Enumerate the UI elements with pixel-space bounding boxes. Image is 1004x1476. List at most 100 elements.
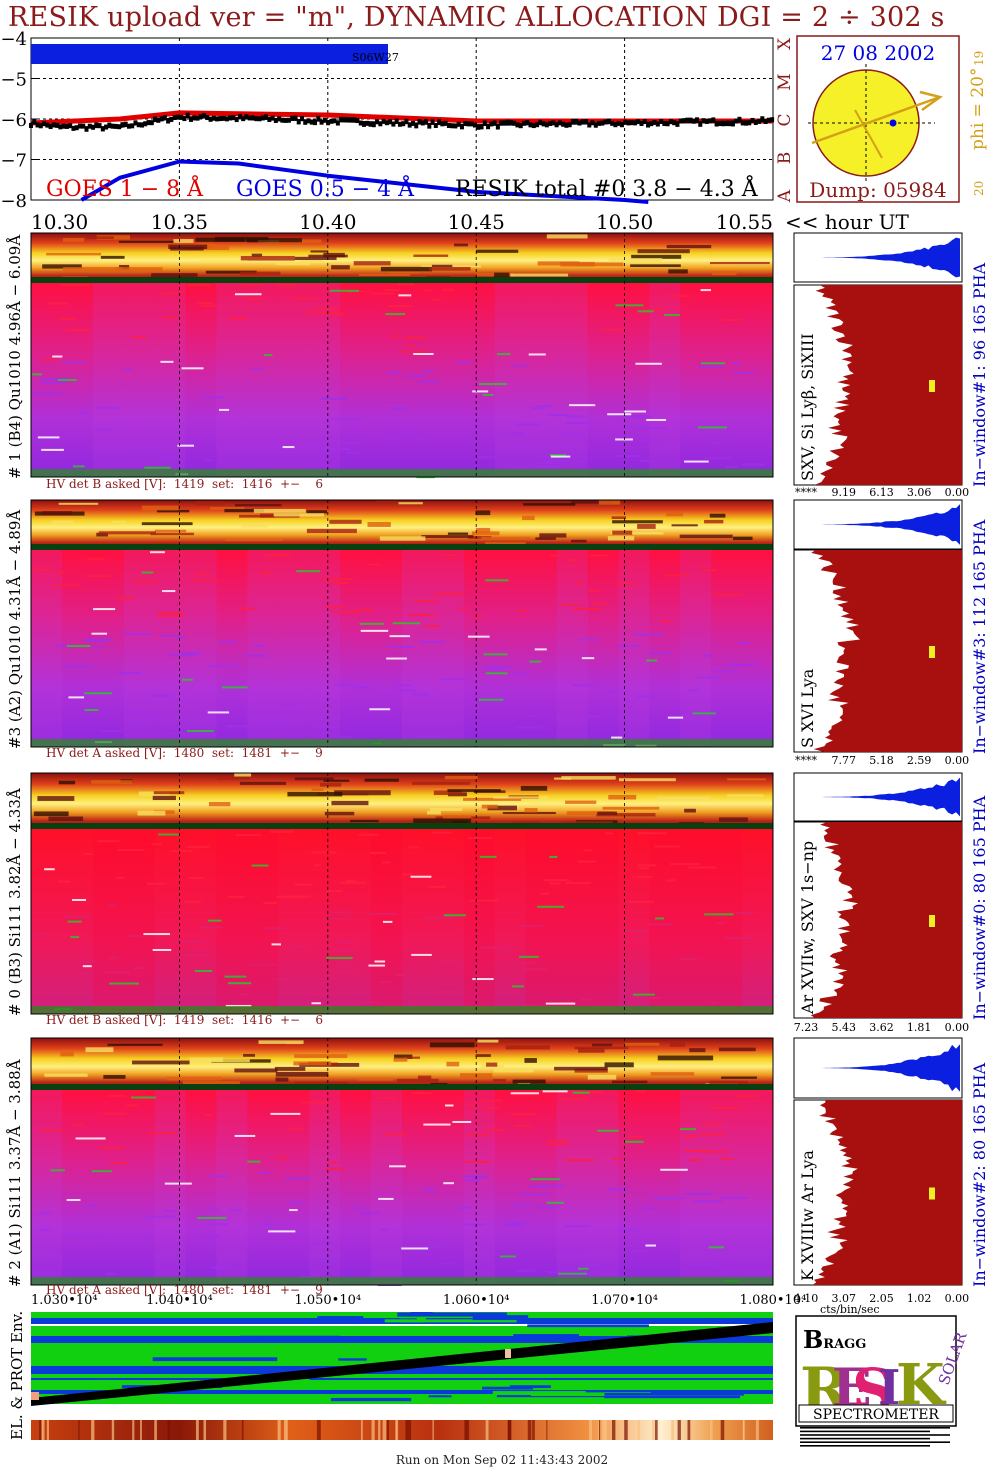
band-pixel: [376, 500, 423, 503]
resik-point: [368, 121, 373, 127]
band-pixel: [535, 537, 556, 540]
band-pixel: [539, 533, 567, 538]
heatmap-pixel: [161, 590, 176, 593]
heatmap-pixel: [383, 1133, 407, 1136]
heatmap-column: [432, 550, 464, 747]
env-pixel: [472, 1315, 529, 1321]
resik-point: [362, 121, 367, 127]
band-pixel: [727, 778, 766, 781]
band-pixel: [294, 1054, 348, 1058]
resik-point: [486, 124, 491, 130]
heatmap-pixel: [697, 426, 727, 429]
band-pixel: [631, 254, 682, 259]
temperature-strip: [31, 1420, 773, 1440]
heatmap-pixel: [664, 574, 689, 577]
band-pixel: [666, 244, 712, 249]
heatmap-pixel: [724, 937, 753, 940]
heatmap-pixel: [549, 882, 561, 885]
heatmap-pixel: [575, 581, 585, 584]
heatmap-pixel: [561, 603, 584, 606]
heatmap-pixel: [741, 463, 766, 466]
heatmap-pixel: [418, 640, 446, 643]
band-pixel: [239, 271, 281, 276]
band-pixel: [153, 791, 185, 795]
band-pixel: [115, 267, 163, 272]
band-pixel: [62, 267, 122, 272]
heatmap-pixel: [141, 571, 154, 574]
heatmap-pixel: [647, 651, 671, 654]
heatmap-column: [494, 283, 526, 477]
heatmap-column: [31, 1090, 62, 1285]
resik-point: [437, 119, 442, 125]
heatmap-pixel: [406, 344, 415, 347]
y-tick-label: −4: [0, 29, 27, 50]
heatmap-pixel: [83, 638, 111, 641]
heatmap-pixel: [270, 830, 294, 833]
heatmap-pixel: [97, 840, 120, 843]
heatmap-pixel: [51, 584, 80, 587]
heatmap-pixel: [62, 361, 86, 364]
resik-point: [104, 124, 109, 130]
phi-label: phi = 20°: [968, 68, 988, 150]
heatmap-pixel: [35, 932, 47, 935]
strip-line: [91, 1420, 95, 1440]
band-pixel: [225, 538, 283, 542]
heatmap-pixel: [583, 849, 592, 852]
resik-point: [355, 118, 360, 124]
heatmap-pixel: [369, 851, 386, 854]
strip-line: [637, 1420, 640, 1440]
heatmap-column: [649, 283, 681, 477]
heatmap-pixel: [547, 1143, 569, 1146]
resik-point: [313, 120, 318, 126]
band-pixel: [637, 249, 690, 254]
heatmap-pixel: [699, 1133, 725, 1136]
flare-class-group: M: [775, 73, 795, 90]
heatmap-pixel: [41, 448, 64, 451]
sun-vector-arrowhead: [919, 90, 943, 112]
resik-point: [401, 121, 406, 127]
main-heatmap: [31, 1090, 773, 1285]
band-pixel: [610, 532, 664, 535]
main-heatmap: [31, 829, 773, 1014]
heatmap-pixel: [479, 946, 510, 949]
panel-frame: [30, 1037, 774, 1286]
flare-class-group: B: [775, 152, 795, 165]
heatmap-pixel: [177, 444, 195, 447]
heatmap-pixel: [444, 553, 458, 556]
band-pixel: [486, 1062, 498, 1067]
resik-point: [293, 115, 298, 121]
band-pixel: [412, 781, 471, 785]
band-pixel: [492, 1079, 507, 1082]
heatmap-pixel: [50, 1169, 65, 1172]
heatmap-pixel: [704, 913, 734, 916]
pha-histogram: [802, 1044, 960, 1092]
heatmap-pixel: [160, 456, 179, 459]
y-tick-label: −6: [0, 110, 27, 131]
resik-point: [322, 117, 327, 123]
heatmap-column: [154, 1090, 186, 1285]
band-pixel: [214, 236, 269, 242]
fine-print-line: [800, 1434, 950, 1436]
band-pixel: [732, 536, 753, 541]
heatmap-pixel: [40, 1228, 51, 1231]
heatmap-pixel: [517, 423, 539, 426]
heatmap-pixel: [292, 945, 308, 948]
heatmap-pixel: [619, 644, 639, 647]
heatmap-pixel: [82, 965, 92, 968]
strip-line: [690, 1420, 694, 1440]
heatmap-pixel: [479, 698, 504, 701]
resik-point: [688, 117, 693, 123]
resik-point: [557, 120, 562, 126]
resik-point: [548, 120, 553, 126]
resik-point: [81, 123, 86, 129]
fine-print-line: [800, 1437, 930, 1440]
heatmap-pixel: [362, 1211, 380, 1214]
heatmap-pixel: [434, 592, 464, 595]
heatmap-pixel: [455, 1206, 471, 1209]
resik-point: [48, 124, 53, 130]
heatmap-pixel: [524, 968, 548, 971]
heatmap-pixel: [288, 1127, 304, 1130]
heatmap-pixel: [294, 297, 317, 300]
band-pixel: [463, 797, 522, 801]
band-pixel: [112, 520, 127, 523]
